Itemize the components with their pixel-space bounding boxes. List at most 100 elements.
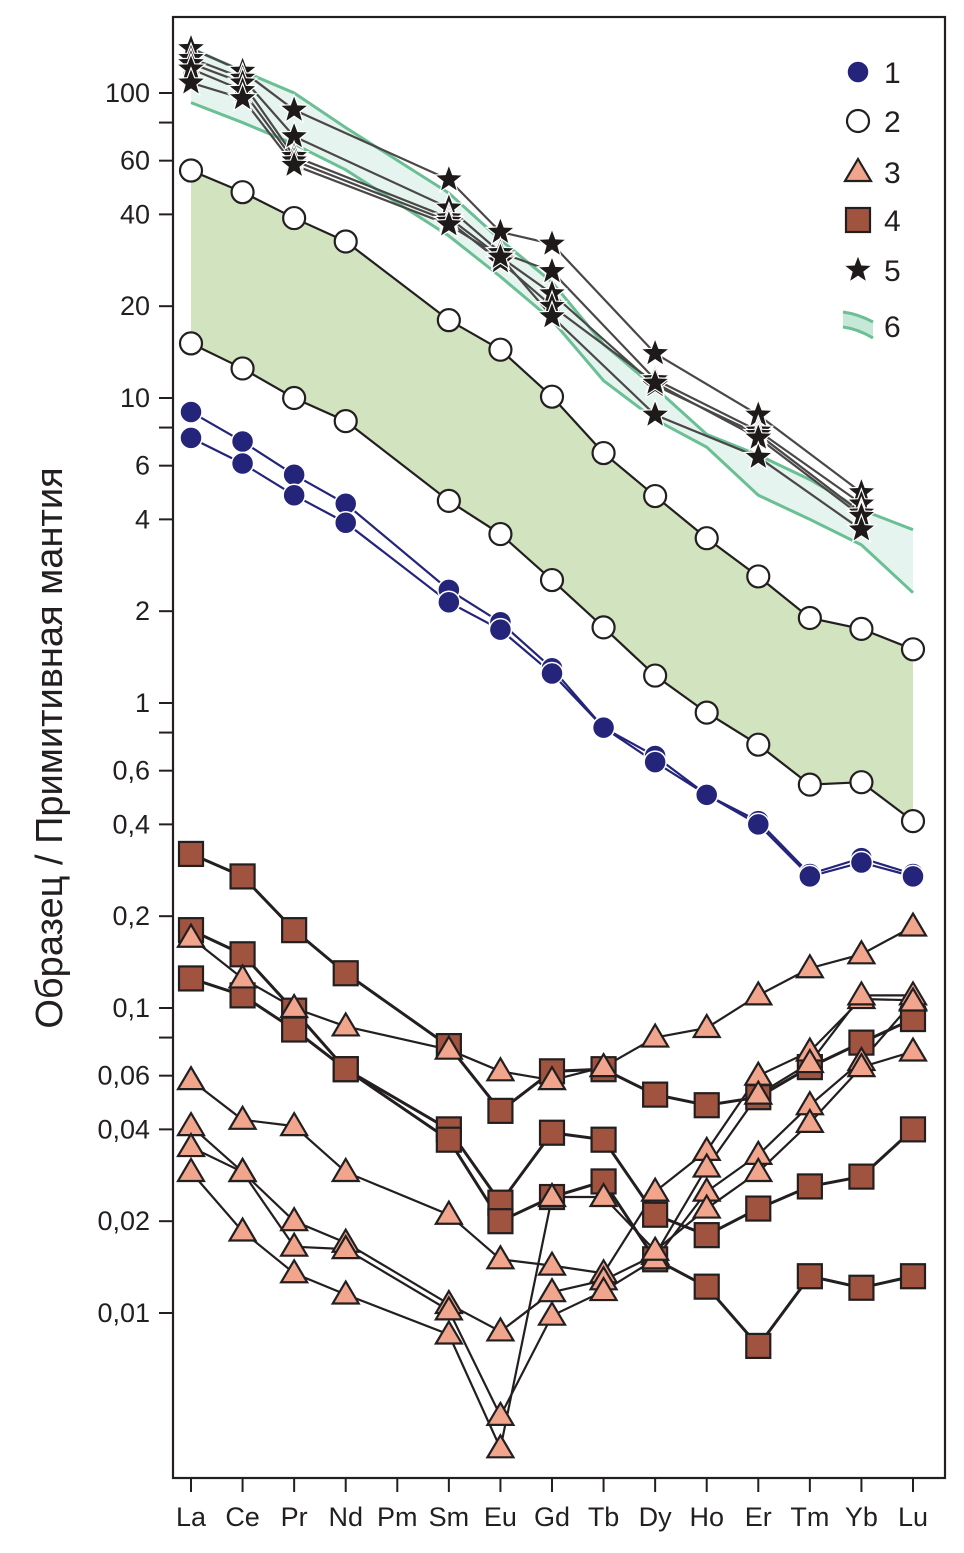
data-point-group-4-tm [796,1263,823,1290]
data-point-group-2-la [178,331,204,356]
data-point-group-3-ho [691,1193,722,1219]
range-fills [190,47,915,822]
data-point-group-4-la [177,840,205,868]
legend-item-2: 2 [845,106,901,139]
data-point-group-5-dy [639,366,672,397]
data-point-group-3-dy [640,1235,671,1261]
data-point-group-2-ce [230,180,255,205]
data-point-group-3-sm [433,1319,464,1345]
data-point-group-3-er [743,1079,774,1105]
y-tick-label: 0,01 [97,1298,150,1328]
data-point-group-2-dy [643,663,668,688]
data-point-group-5-yb [845,512,878,544]
data-point-group-3-nd [330,1156,361,1183]
data-point-group-3-lu [898,911,928,937]
data-point-group-2-ce [230,356,255,381]
y-tick-label: 1 [135,688,150,718]
data-point-group-5-gd [536,227,568,258]
data-point-group-4-lu [899,1263,927,1290]
data-point-group-2-gd [539,384,565,409]
data-point-group-3-la [176,1131,206,1158]
data-point-group-4-tb [590,1126,617,1153]
data-point-group-4-nd [332,1056,359,1083]
data-point-group-3-yb [846,980,877,1006]
data-point-group-3-la [176,1064,206,1091]
data-point-group-2-sm [436,308,461,333]
data-point-group-1-tb [591,715,616,740]
x-tick-label-er: Er [745,1502,772,1532]
data-point-group-3-er [743,1156,774,1183]
data-point-group-3-eu [485,1056,516,1082]
data-point-group-2-sm [436,488,461,513]
data-point-group-1-la [179,426,203,450]
data-point-group-4-la [177,965,205,992]
data-point-group-5-la [175,66,207,97]
data-point-group-1-lu [901,864,925,889]
data-point-group-3-ce [227,1216,258,1242]
data-point-group-2-er [746,564,771,589]
x-tick-label-sm: Sm [429,1502,470,1532]
data-point-group-2-er [746,732,771,757]
data-point-group-3-eu [485,1433,516,1459]
data-point-group-3-pr [279,1206,310,1232]
data-point-group-3-eu [485,1244,516,1270]
legend-item-6: 6 [842,310,901,344]
series-markers [175,31,928,1459]
data-point-group-3-tm [794,953,825,979]
data-point-group-3-tb [588,1275,619,1302]
legend-label: 1 [884,57,901,90]
data-point-group-3-gd [537,1064,567,1091]
data-point-group-2-tm [797,605,822,631]
x-tick-label-la: La [176,1502,207,1532]
data-point-group-2-ho [694,526,719,551]
data-point-group-4-pr [281,917,308,944]
y-tick-label: 0,02 [97,1206,150,1236]
data-point-group-5-er [742,440,775,471]
data-point-group-3-la [176,1156,206,1183]
data-point-group-3-gd [537,1181,567,1208]
data-point-group-1-sm [437,590,461,614]
y-tick-label: 2 [135,596,150,626]
data-point-group-4-nd [332,960,359,987]
data-point-group-4-tm [796,1173,823,1200]
data-point-group-1-er [746,812,771,837]
data-point-group-3-eu [485,1316,516,1342]
data-point-group-3-pr [279,1258,310,1284]
data-point-group-5-dy [639,398,672,429]
x-tick-label-lu: Lu [898,1502,928,1532]
x-tick-label-gd: Gd [534,1502,570,1532]
data-point-group-1-pr [282,483,306,507]
data-point-group-5-eu [484,240,517,271]
data-point-group-1-la [179,400,203,424]
y-tick-label: 0,1 [112,993,150,1023]
data-point-group-2-ho [694,700,719,725]
data-point-group-2-eu [488,337,513,362]
x-tick-label-ce: Ce [225,1502,260,1532]
legend-item-5: 5 [842,253,901,288]
y-tick-label: 100 [105,78,150,108]
data-point-group-4-sm [435,1126,462,1153]
y-tick-label: 6 [135,451,150,481]
data-point-group-4-ho [693,1222,720,1249]
data-point-group-3-gd [537,1250,567,1276]
y-tick-label: 0,4 [112,809,150,839]
legend-marker-icon [844,206,872,234]
data-point-group-1-pr [282,463,306,487]
band-6-upper-line [190,47,914,532]
legend-marker-icon [843,156,873,183]
data-point-group-4-er [745,1332,772,1360]
data-point-group-2-pr [282,205,307,231]
x-tick-label-tm: Tm [790,1502,829,1532]
legend-item-4: 4 [844,205,901,238]
y-tick-label: 40 [120,199,150,229]
data-point-group-1-yb [849,850,874,875]
data-point-group-4-dy [642,1201,669,1228]
data-point-group-4-yb [848,1274,875,1301]
data-point-group-1-nd [333,510,358,535]
data-point-group-3-nd [330,1011,361,1037]
data-point-group-3-ce [227,963,258,989]
x-tick-label-eu: Eu [484,1502,517,1532]
legend-marker-icon [846,60,870,84]
legend-band-icon-upper [842,310,874,324]
